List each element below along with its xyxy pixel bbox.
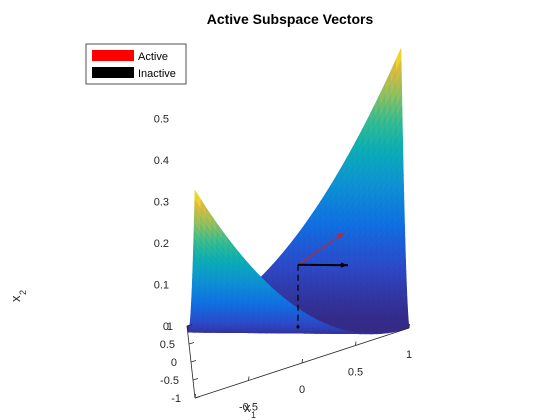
x-tick-label: 0 (299, 384, 305, 396)
y-tick-mark (194, 396, 201, 399)
x-tick-mark (194, 393, 196, 399)
z-tick-label: 0.4 (154, 155, 169, 167)
active-vector-arrowhead (337, 232, 345, 239)
y-tick-mark (188, 342, 195, 345)
x-tick-mark (248, 376, 250, 381)
z-tick-label: 0.5 (154, 114, 169, 126)
y-axis-label: x 2 (8, 290, 28, 302)
y-tick-mark (192, 378, 199, 381)
y-axis-label-main: x (8, 295, 23, 302)
x-tick-label: 0.5 (348, 367, 363, 379)
legend-swatch-active (92, 50, 134, 61)
y-tick-label: -0.5 (160, 375, 179, 387)
inactive-vector-arrowhead (340, 262, 348, 268)
legend-label-active: Active (138, 51, 168, 63)
y-tick-label: -1 (171, 393, 181, 405)
x-axis-label-subscript: 1 (251, 410, 256, 420)
y-tick-label: 0 (171, 357, 177, 369)
surface-patch (194, 189, 201, 209)
x-tick-mark (355, 341, 357, 346)
drop-line-end (296, 325, 300, 329)
x-tick-label: 1 (406, 349, 412, 361)
active-vector (297, 232, 345, 266)
chart-title: Active Subspace Vectors (207, 11, 374, 27)
y-tick-mark (190, 360, 197, 363)
surface-patch (360, 332, 368, 335)
legend: Active Inactive (85, 43, 187, 85)
x-axis-label-main: x (244, 400, 251, 415)
z-tick-label: 0 (163, 321, 169, 333)
legend-label-inactive: Inactive (138, 68, 176, 80)
x-tick-label: -0.5 (239, 402, 258, 414)
z-tick-label: 0.2 (154, 238, 169, 250)
x-tick-mark (301, 358, 303, 364)
surface (186, 48, 410, 335)
y-axis-label-subscript: 2 (18, 290, 28, 295)
z-tick-label: 0.3 (154, 197, 169, 209)
z-tick-label: 0.1 (154, 280, 169, 292)
subspace-vectors (296, 232, 348, 329)
x-tick-mark (408, 323, 410, 329)
y-tick-label: 1 (167, 321, 173, 333)
y-tick-mark (186, 324, 193, 327)
y-tick-label: 0.5 (160, 339, 175, 351)
legend-swatch-inactive (92, 67, 134, 78)
x-axis-label: x 1 (244, 400, 256, 420)
